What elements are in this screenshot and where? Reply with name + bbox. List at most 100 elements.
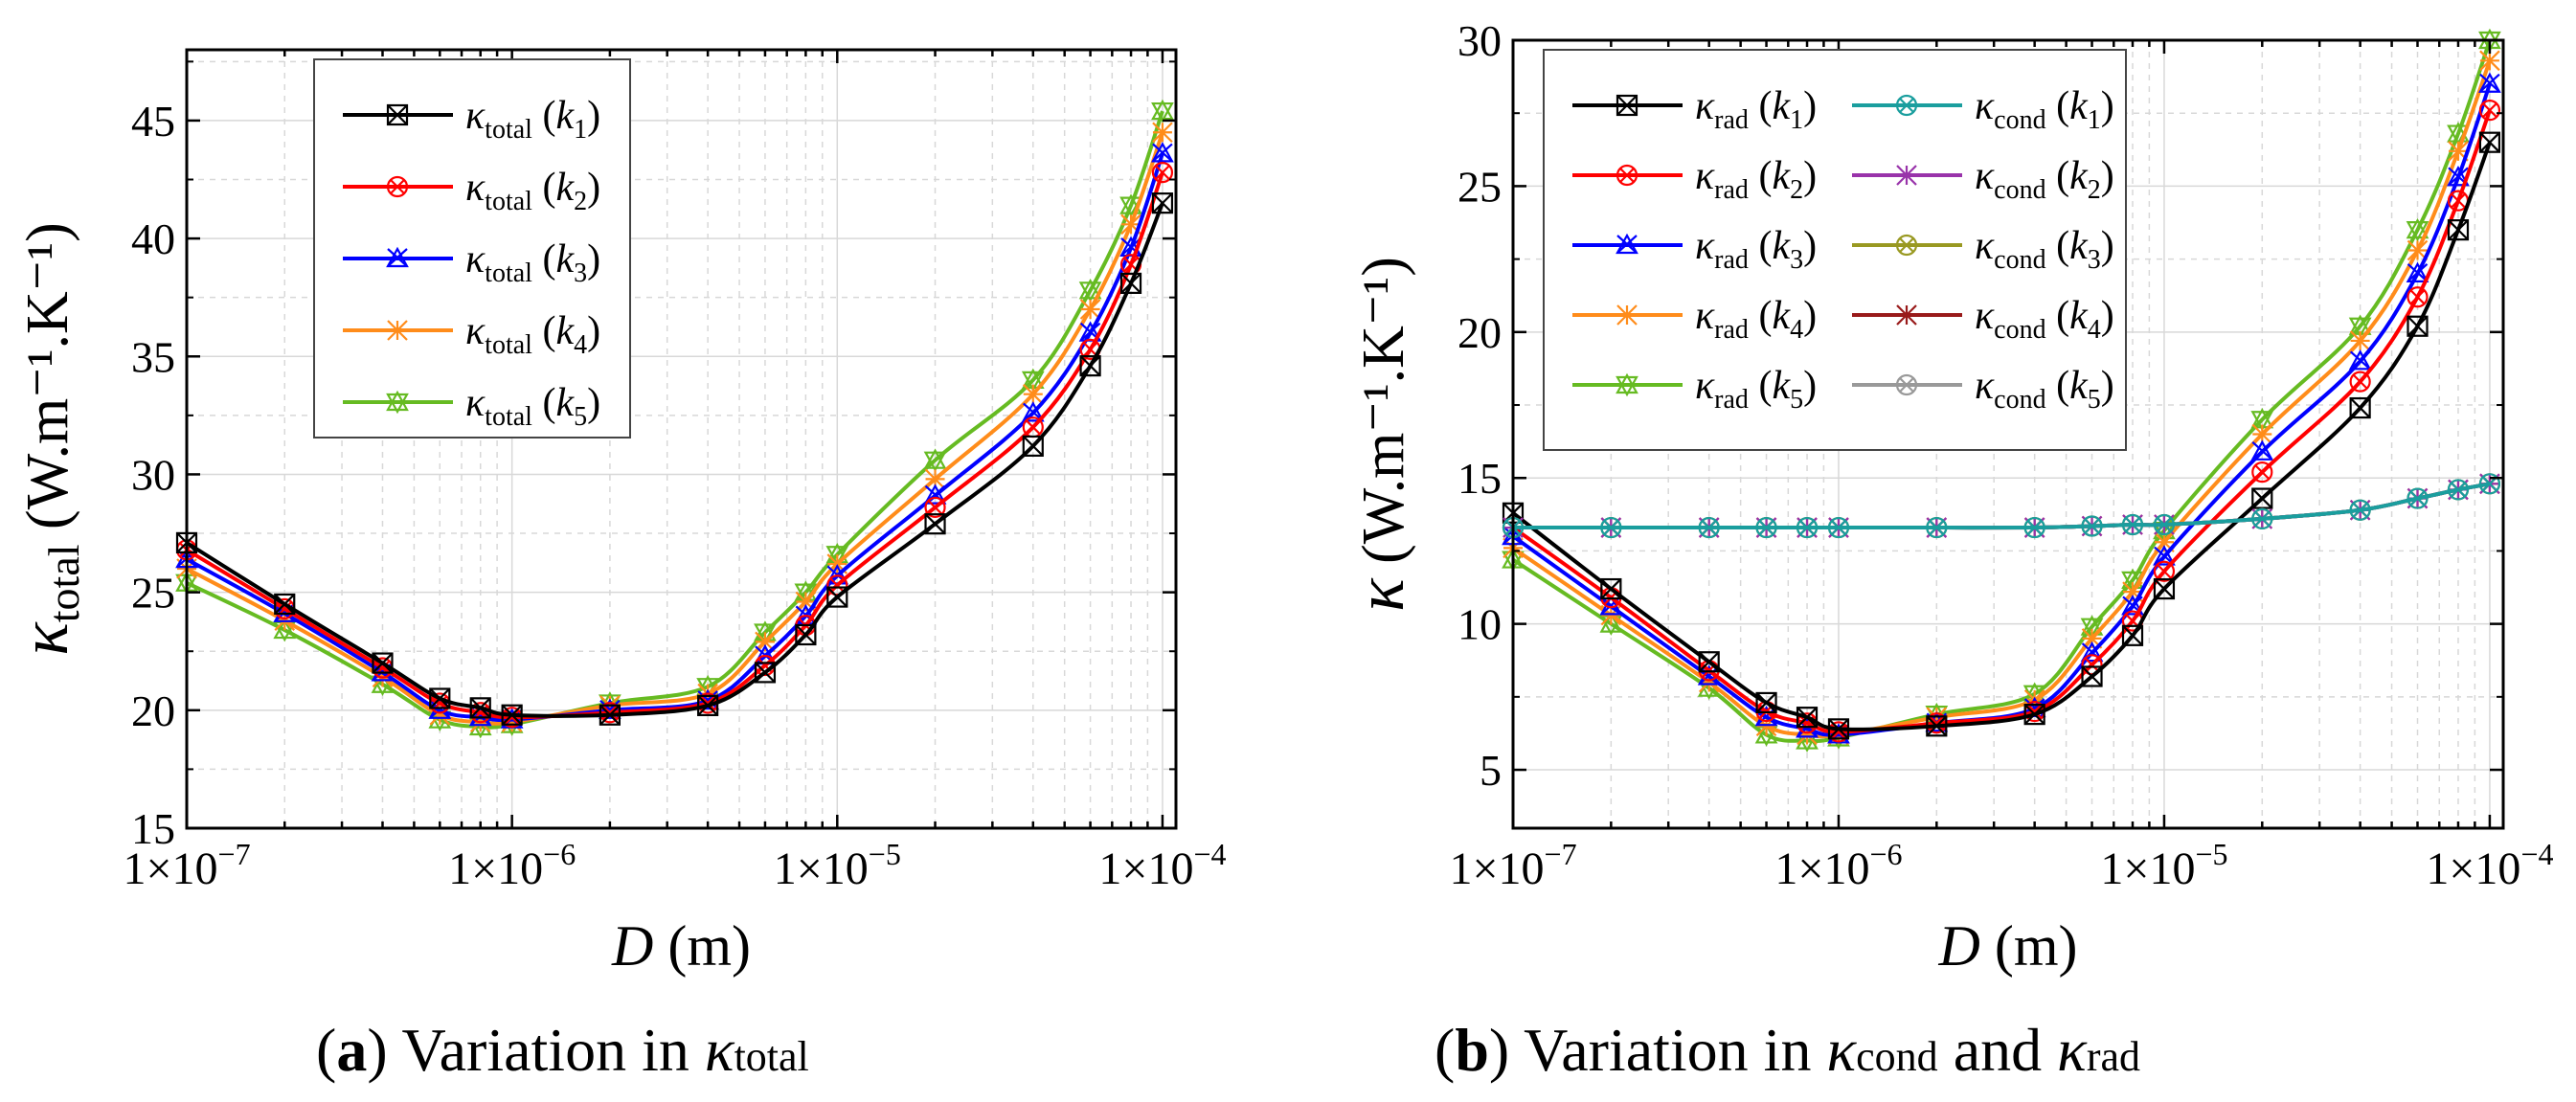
caption-a: (a) Variation in κtotal [316, 1016, 809, 1084]
series-line [186, 110, 1164, 730]
x-tick-label: 1×10−4 [1098, 837, 1226, 894]
data-point [2251, 423, 2273, 445]
y-tick-label: 40 [131, 214, 175, 263]
x-axis-label: D (m) [611, 914, 751, 978]
chart-a: 1×10−7 1×10−6 1×10−5 1×10−415202530354045D … [6, 48, 1227, 978]
series-b-6 [1502, 473, 2501, 539]
data-point [2250, 439, 2274, 461]
legend-label: κrad (k1) [1695, 84, 1817, 135]
data-point [599, 704, 621, 726]
series-line [1513, 482, 2491, 530]
series-line [1513, 482, 2491, 530]
legend-label: κcond (k2) [1975, 154, 2114, 205]
y-tick-label: 30 [131, 450, 175, 499]
data-point [2349, 371, 2371, 393]
legend-item: κcond (k4) [1852, 294, 2114, 345]
series-line [185, 202, 1164, 718]
legend-label: κtotal (k4) [465, 309, 600, 360]
data-point [2407, 315, 2429, 337]
y-axis-label: κtotal (W.m⁻¹.K⁻¹) [6, 222, 88, 656]
data-point [372, 652, 394, 674]
data-point [795, 623, 817, 646]
caption-b-sub1: cond [1856, 1033, 1938, 1080]
series-line [1511, 142, 2492, 731]
legend-label: κrad (k4) [1695, 294, 1817, 345]
data-point [1755, 691, 1777, 714]
data-point [1022, 435, 1044, 457]
legend-label: κcond (k5) [1975, 364, 2114, 415]
legend-box [313, 58, 631, 439]
legend-label: κtotal (k1) [465, 94, 600, 145]
series-line [1513, 482, 2491, 530]
data-point [1152, 122, 1173, 144]
series-line [186, 131, 1164, 726]
data-point [1151, 99, 1174, 124]
legend-item: κrad (k2) [1572, 154, 1817, 205]
legend-item: κcond (k5) [1852, 364, 2114, 415]
data-point [1755, 516, 1777, 539]
legend-label: κcond (k4) [1975, 294, 2114, 345]
data-point [754, 662, 777, 684]
data-point [924, 496, 946, 519]
x-tick-label: 1×10−5 [774, 837, 901, 894]
data-point [2121, 513, 2144, 536]
data-point [429, 687, 451, 709]
data-point [1600, 516, 1622, 539]
legend-item: κcond (k1) [1852, 84, 2114, 135]
x-tick-label: 1×10−5 [2100, 837, 2227, 894]
caption-a-symbol: κ [704, 1016, 734, 1084]
data-point [469, 697, 491, 719]
legend-item: κrad (k5) [1572, 364, 1817, 415]
data-point [1023, 383, 1044, 405]
caption-a-label: a [336, 1016, 368, 1084]
legend-a: κtotal (k1) κtotal (k2) κtotal (k3) κtotal … [313, 58, 631, 439]
series-line [185, 171, 1164, 720]
series-line [1511, 83, 2492, 737]
x-tick-label: 1×10−7 [1449, 837, 1576, 894]
data-point [1600, 577, 1622, 600]
legend-label: κrad (k3) [1695, 224, 1817, 275]
data-point [2407, 487, 2429, 509]
series-a-2 [175, 162, 1174, 729]
data-point [2349, 499, 2371, 521]
data-point [2081, 665, 2103, 687]
caption-b: (b) Variation in κcond and κrad [1435, 1016, 2140, 1084]
y-tick-label: 35 [131, 332, 175, 381]
legend-item: κtotal (k4) [343, 309, 600, 360]
data-point [1827, 516, 1850, 539]
data-point [697, 694, 719, 716]
data-point [2153, 560, 2176, 582]
caption-b-and: and [1953, 1016, 2043, 1084]
series-a-1 [175, 192, 1174, 726]
x-tick-label: 1×10−6 [448, 837, 576, 894]
data-point [1698, 651, 1720, 673]
legend-item: κrad (k4) [1572, 294, 1817, 345]
data-point [2349, 396, 2371, 419]
caption-b-label: b [1455, 1016, 1489, 1084]
data-point [2478, 131, 2501, 153]
legend-label: κtotal (k3) [465, 237, 600, 288]
y-tick-label: 30 [1457, 16, 1502, 65]
data-point [2081, 515, 2103, 537]
data-point [826, 586, 848, 608]
data-point [2406, 217, 2429, 242]
data-point [1119, 272, 1142, 294]
y-tick-label: 25 [1457, 162, 1502, 211]
data-point [1926, 715, 1948, 737]
x-axis-a: 1×10−7 1×10−6 1×10−5 1×10−4 [123, 50, 1227, 894]
data-point [1151, 192, 1174, 214]
legend-label: κtotal (k2) [465, 166, 600, 216]
data-point [1079, 355, 1101, 377]
legend-item: κtotal (k3) [343, 237, 600, 288]
data-point [2153, 577, 2176, 600]
series-line [1511, 59, 2492, 739]
legend-item: κtotal (k1) [343, 94, 600, 145]
legend-label: κrad (k2) [1695, 154, 1817, 205]
data-point [1151, 142, 1174, 163]
y-axis-a: 15 20 25 30 35 40 45 [131, 60, 1176, 853]
data-point [2023, 516, 2045, 539]
caption-b-symbol1: κ [1826, 1016, 1857, 1084]
x-tick-label: 1×10−6 [1774, 837, 1902, 894]
y-tick-label: 45 [131, 97, 175, 146]
data-point [2348, 349, 2372, 371]
